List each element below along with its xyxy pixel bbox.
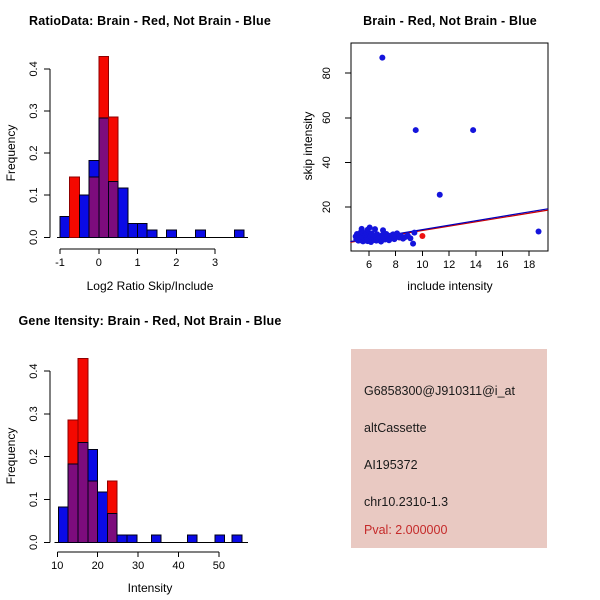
scatter-point-blue bbox=[379, 54, 386, 61]
x-tick-label: 10 bbox=[51, 560, 63, 572]
y-tick-label: 0.2 bbox=[28, 145, 40, 160]
hist-bar-blue bbox=[231, 534, 243, 543]
hist-bar-blue bbox=[126, 534, 138, 543]
y-tick-label: 40 bbox=[321, 156, 333, 168]
hist-bar-blue bbox=[150, 534, 162, 543]
y-tick-label: 0.1 bbox=[28, 492, 40, 507]
gene-info-box: G6858300@J910311@i_at altCassette AI1953… bbox=[351, 349, 547, 548]
hist-bar-blue bbox=[186, 534, 198, 543]
x-tick-label: 3 bbox=[212, 257, 218, 269]
scatter-title: Brain - Red, Not Brain - Blue bbox=[363, 14, 537, 28]
x-tick-label: 12 bbox=[443, 259, 455, 271]
scatter-xlabel: include intensity bbox=[407, 279, 493, 293]
scatter-point-blue bbox=[411, 229, 418, 236]
y-tick-label: 0.1 bbox=[28, 188, 40, 203]
scatter-point-red bbox=[419, 232, 426, 239]
y-tick-label: 60 bbox=[321, 112, 333, 124]
hist-bar-overlap bbox=[77, 442, 89, 543]
hist-bar-blue bbox=[127, 222, 138, 238]
hist-bar-overlap bbox=[88, 176, 100, 238]
scatter-point-blue bbox=[410, 240, 417, 247]
x-tick-label: 2 bbox=[173, 257, 179, 269]
x-tick-label: 18 bbox=[523, 259, 535, 271]
y-tick-label: 0.3 bbox=[28, 103, 40, 118]
gene-info-accession: AI195372 bbox=[364, 458, 418, 472]
x-tick-label: 10 bbox=[416, 259, 428, 271]
y-tick-label: 80 bbox=[321, 67, 333, 79]
x-tick-label: 0 bbox=[96, 257, 102, 269]
hist-bar-blue bbox=[97, 491, 108, 543]
x-tick-label: 6 bbox=[366, 259, 372, 271]
y-tick-label: 20 bbox=[321, 201, 333, 213]
ratio-histogram-xlabel: Log2 Ratio Skip/Include bbox=[86, 279, 214, 293]
x-tick-label: 50 bbox=[213, 560, 225, 572]
x-tick-label: 16 bbox=[496, 259, 508, 271]
hist-bar-blue bbox=[59, 215, 71, 238]
y-tick-label: 0.2 bbox=[28, 449, 40, 464]
gene-info-pval: Pval: 2.000000 bbox=[364, 523, 448, 537]
ratio-histogram-plot: -1 0 1 2 3 0.0 0.1 0.2 0.3 0.4 bbox=[28, 56, 248, 269]
scatter-point-blue bbox=[412, 127, 419, 134]
hist-bar-blue bbox=[214, 534, 226, 543]
gene-histogram-xlabel: Intensity bbox=[127, 581, 173, 595]
gene-histogram-title: Gene Itensity: Brain - Red, Not Brain - … bbox=[18, 314, 282, 328]
hist-bar-blue bbox=[195, 229, 206, 238]
hist-bar-blue bbox=[137, 222, 148, 238]
panel-gene-info: G6858300@J910311@i_at altCassette AI1953… bbox=[300, 300, 600, 600]
hist-bar-red bbox=[69, 176, 80, 238]
gene-info-locus: chr10.2310-1.3 bbox=[364, 495, 449, 509]
hist-bar-blue bbox=[233, 229, 245, 238]
hist-bar-blue bbox=[117, 187, 129, 238]
panel-ratio-histogram: -1 0 1 2 3 0.0 0.1 0.2 0.3 0.4 RatioData: Brain -… bbox=[0, 0, 300, 300]
panel-intensity-scatter: 6 8 10 12 14 16 18 20 40 60 80 Brain - Red, Not Br… bbox=[300, 0, 600, 300]
hist-bar-blue bbox=[146, 229, 158, 238]
hist-bar-blue bbox=[78, 194, 90, 238]
gene-histogram-ylabel: Frequency bbox=[4, 427, 18, 485]
x-tick-label: 40 bbox=[172, 560, 184, 572]
y-tick-label: 0.3 bbox=[28, 406, 40, 421]
hist-bar-blue bbox=[116, 534, 128, 543]
scatter-point-blue bbox=[407, 235, 414, 242]
scatter-point-blue bbox=[372, 226, 379, 233]
scatter-point-blue bbox=[535, 228, 542, 235]
x-tick-label: -1 bbox=[55, 257, 65, 269]
scatter-point-blue bbox=[470, 127, 477, 134]
hist-bar-overlap bbox=[106, 513, 118, 543]
ratio-histogram-title: RatioData: Brain - Red, Not Brain - Blue bbox=[28, 14, 272, 28]
hist-bar-overlap bbox=[67, 463, 79, 543]
x-tick-label: 1 bbox=[134, 257, 140, 269]
gene-histogram-plot: 10 20 30 40 50 0.0 0.1 0.2 0.3 0.4 bbox=[28, 358, 248, 572]
hist-bar-overlap bbox=[107, 180, 119, 238]
panel-gene-histogram: 10 20 30 40 50 0.0 0.1 0.2 0.3 0.4 Gene Itensity:… bbox=[0, 300, 300, 600]
hist-bar-blue bbox=[57, 506, 69, 543]
plot-box bbox=[350, 42, 549, 252]
scatter-point-blue bbox=[436, 191, 443, 198]
y-tick-label: 0.4 bbox=[28, 363, 40, 378]
ratio-histogram-ylabel: Frequency bbox=[4, 124, 18, 182]
y-tick-label: 0.0 bbox=[28, 535, 40, 550]
intensity-scatter-plot: 6 8 10 12 14 16 18 20 40 60 80 bbox=[321, 42, 549, 271]
x-tick-label: 14 bbox=[470, 259, 482, 271]
scatter-ylabel: skip intensity bbox=[301, 111, 315, 181]
x-tick-label: 8 bbox=[393, 259, 399, 271]
y-tick-label: 0.0 bbox=[28, 230, 40, 245]
gene-info-event-type: altCassette bbox=[364, 421, 427, 435]
hist-bar-blue bbox=[166, 229, 177, 238]
hist-bar-overlap bbox=[87, 480, 99, 543]
scatter-point-blue bbox=[366, 224, 373, 231]
x-tick-label: 30 bbox=[132, 560, 144, 572]
y-tick-label: 0.4 bbox=[28, 61, 40, 76]
hist-bar-overlap bbox=[98, 117, 109, 238]
x-tick-label: 20 bbox=[92, 560, 104, 572]
gene-info-probe-id: G6858300@J910311@i_at bbox=[364, 384, 515, 398]
